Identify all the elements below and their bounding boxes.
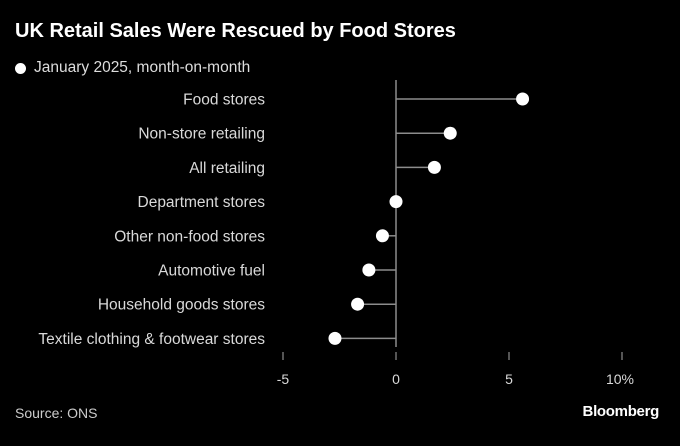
category-label: Food stores bbox=[183, 92, 265, 109]
category-label: Household goods stores bbox=[98, 297, 265, 314]
category-label: Non-store retailing bbox=[138, 126, 265, 143]
data-point bbox=[375, 229, 389, 243]
chart-title: UK Retail Sales Were Rescued by Food Sto… bbox=[15, 20, 456, 42]
legend-dot-icon bbox=[15, 62, 26, 74]
x-tick-label: 5 bbox=[505, 371, 513, 387]
data-point bbox=[443, 126, 457, 140]
legend: January 2025, month-on-month bbox=[15, 59, 250, 77]
category-label: Other non-food stores bbox=[114, 228, 265, 245]
legend-label: January 2025, month-on-month bbox=[34, 59, 251, 76]
data-point bbox=[427, 160, 441, 174]
data-point bbox=[351, 297, 365, 311]
category-label: Textile clothing & footwear stores bbox=[38, 331, 265, 348]
data-point bbox=[362, 263, 376, 277]
category-label: Automotive fuel bbox=[158, 263, 265, 280]
data-point bbox=[389, 195, 403, 209]
x-tick-label: 0 bbox=[392, 371, 400, 387]
category-label: Department stores bbox=[138, 194, 266, 211]
source-note: Source: ONS bbox=[15, 405, 98, 421]
bloomberg-logo: Bloomberg bbox=[582, 403, 660, 420]
x-tick-label: -5 bbox=[277, 371, 290, 387]
data-point bbox=[328, 331, 342, 345]
x-tick-label: 10% bbox=[606, 371, 634, 387]
data-point bbox=[516, 92, 530, 106]
category-label: All retailing bbox=[189, 160, 265, 177]
